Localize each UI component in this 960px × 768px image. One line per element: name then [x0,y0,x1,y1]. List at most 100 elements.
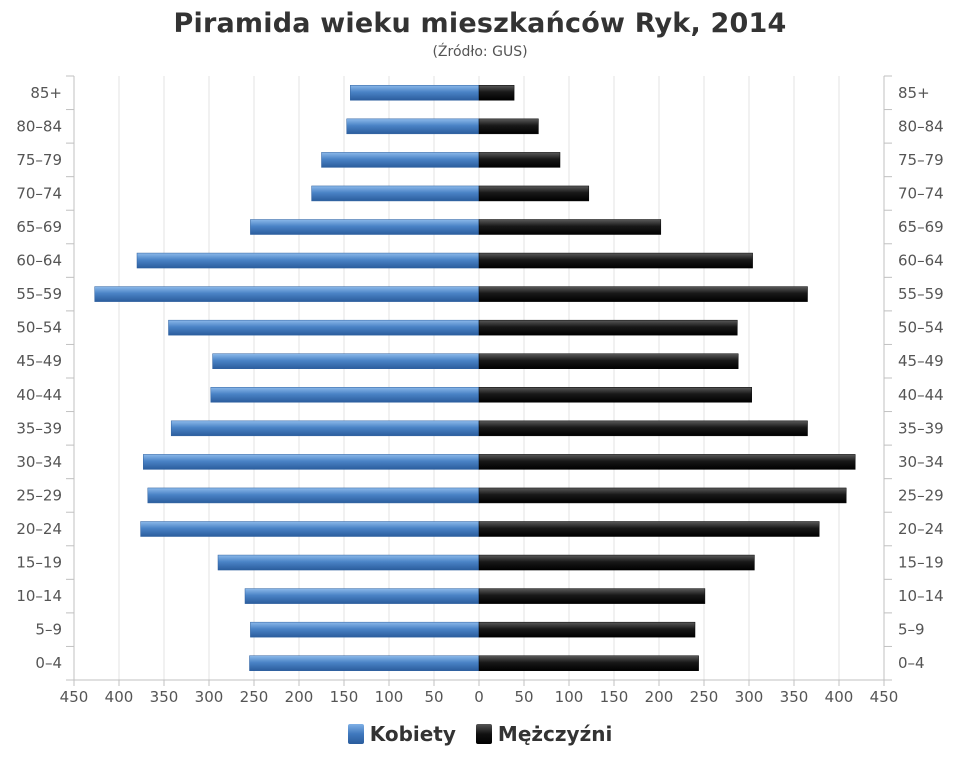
bar-female-3[interactable] [311,185,480,202]
bar-female-5[interactable] [136,252,480,269]
category-label-right: 25–29 [898,486,944,504]
category-label-left: 0–4 [35,654,62,672]
category-label-right: 60–64 [898,252,944,270]
bar-male-8[interactable] [478,353,739,369]
bar-female-6[interactable] [94,286,480,302]
legend-swatch-female [347,724,364,744]
bar-male-3[interactable] [478,185,590,202]
x-tick-label: 250 [240,688,269,706]
category-label-right: 65–69 [898,218,944,236]
category-label-right: 5–9 [898,621,925,639]
bar-male-0[interactable] [478,85,515,101]
category-label-left: 70–74 [16,184,62,202]
category-label-left: 10–14 [16,587,62,605]
category-label-left: 55–59 [16,285,62,303]
chart-subtitle: (Źródło: GUS) [432,44,528,60]
bar-female-0[interactable] [350,85,480,101]
bar-male-10[interactable] [478,420,808,437]
bar-female-11[interactable] [143,454,480,470]
x-tick-label: 150 [330,688,359,706]
x-tick-label: 400 [105,688,134,706]
bar-male-12[interactable] [478,487,847,504]
category-label-left: 45–49 [16,352,62,370]
category-label-right: 30–34 [898,453,944,471]
bar-male-15[interactable] [478,588,706,604]
category-label-left: 40–44 [16,386,62,404]
legend: Kobiety Mężczyźni [0,722,960,746]
category-label-left: 30–34 [16,453,62,471]
legend-label-male: Mężczyźni [497,722,613,746]
x-tick-label: 100 [555,688,584,706]
category-label-right: 85+ [898,84,930,102]
category-label-right: 50–54 [898,319,944,337]
x-tick-label: 0 [474,688,484,706]
bar-male-9[interactable] [478,387,752,403]
bar-female-1[interactable] [346,118,480,135]
bar-female-14[interactable] [217,554,480,571]
category-label-right: 45–49 [898,352,944,370]
x-tick-label: 450 [870,688,899,706]
x-tick-label: 150 [600,688,629,706]
chart-title: Piramida wieku mieszkańców Ryk, 2014 [173,8,787,39]
category-label-right: 0–4 [898,654,925,672]
category-label-left: 75–79 [16,151,62,169]
tick-labels: 450 400 350 300 250 200 150 100 50 0 50 100 150 200 25… [16,84,943,706]
x-tick-label: 400 [825,688,854,706]
category-label-right: 70–74 [898,184,944,202]
x-tick-label: 450 [60,688,89,706]
category-label-left: 5–9 [35,621,62,639]
category-label-left: 60–64 [16,252,62,270]
category-label-left: 65–69 [16,218,62,236]
bar-male-14[interactable] [478,554,755,571]
bar-male-5[interactable] [478,252,753,269]
population-pyramid-chart: 450 400 350 300 250 200 150 100 50 0 50 100 150 200 25… [16,75,944,706]
bar-female-4[interactable] [250,219,480,235]
bar-male-6[interactable] [478,286,808,302]
category-label-right: 40–44 [898,386,944,404]
bar-male-4[interactable] [478,219,662,235]
category-label-right: 75–79 [898,151,944,169]
category-label-right: 80–84 [898,117,944,135]
bar-male-2[interactable] [478,152,561,168]
x-tick-label: 300 [195,688,224,706]
bar-male-7[interactable] [478,319,738,336]
bar-female-15[interactable] [244,588,480,604]
bar-female-9[interactable] [210,387,480,403]
x-tick-label: 300 [735,688,764,706]
bar-female-10[interactable] [170,420,480,437]
category-label-left: 20–24 [16,520,62,538]
bar-female-8[interactable] [212,353,480,369]
bars [94,85,856,671]
category-label-left: 85+ [30,84,62,102]
category-label-left: 80–84 [16,117,62,135]
bar-female-2[interactable] [321,152,480,168]
legend-swatch-male [475,724,492,744]
legend-label-female: Kobiety [369,722,456,746]
bar-male-17[interactable] [478,655,699,671]
x-tick-label: 200 [285,688,314,706]
x-tick-label: 350 [780,688,809,706]
bar-female-12[interactable] [147,487,480,504]
category-label-left: 25–29 [16,486,62,504]
category-label-right: 10–14 [898,587,944,605]
legend-item-female[interactable]: Kobiety [347,722,456,746]
x-tick-label: 350 [150,688,179,706]
bar-male-16[interactable] [478,621,696,638]
axes [66,75,892,686]
category-label-right: 20–24 [898,520,944,538]
category-label-right: 55–59 [898,285,944,303]
bar-male-11[interactable] [478,454,856,470]
bar-female-16[interactable] [250,621,480,638]
legend-item-male[interactable]: Mężczyźni [475,722,613,746]
bar-female-17[interactable] [249,655,480,671]
x-tick-label: 200 [645,688,674,706]
bar-male-1[interactable] [478,118,539,135]
category-label-right: 35–39 [898,419,944,437]
x-tick-label: 100 [375,688,404,706]
bar-female-7[interactable] [168,319,480,336]
bar-male-13[interactable] [478,521,820,537]
x-tick-label: 50 [514,688,533,706]
x-tick-label: 50 [424,688,443,706]
bar-female-13[interactable] [140,521,480,537]
category-label-left: 50–54 [16,319,62,337]
